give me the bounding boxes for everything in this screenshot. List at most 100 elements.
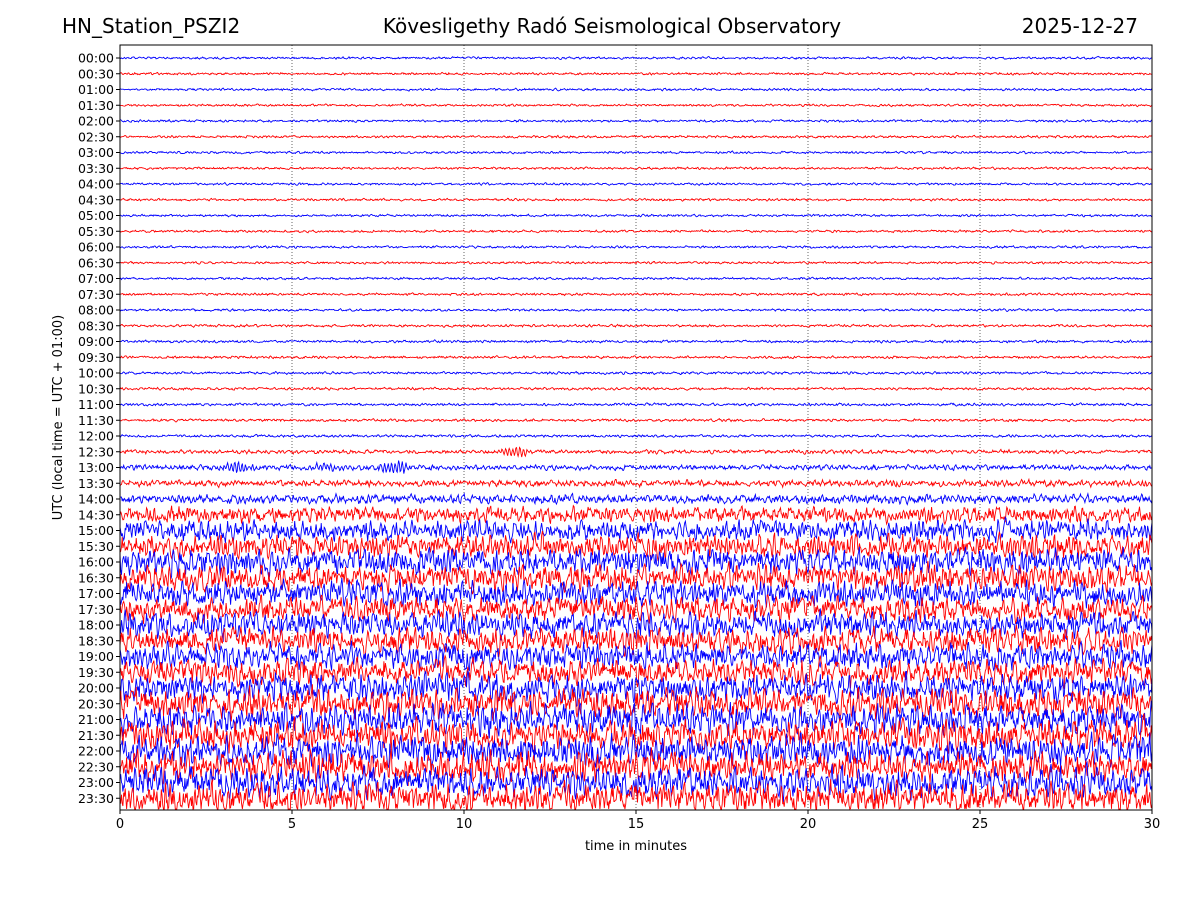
y-tick-label: 09:30: [78, 350, 114, 365]
trace-0600: [119, 244, 1153, 250]
trace-2100: [119, 700, 1153, 739]
trace-2130: [119, 713, 1153, 754]
trace-0130: [119, 103, 1153, 108]
trace-0100: [120, 87, 1153, 92]
trace-0400: [119, 181, 1153, 187]
trace-0300: [120, 150, 1153, 155]
trace-0500: [119, 213, 1153, 218]
y-tick-label: 21:00: [78, 712, 114, 727]
trace-1630: [119, 560, 1153, 595]
y-tick-label: 12:30: [78, 444, 114, 459]
y-tick-label: 21:30: [78, 728, 114, 743]
y-tick-label: 03:30: [78, 161, 114, 176]
x-tick-label: 10: [456, 817, 473, 832]
y-tick-label: 00:00: [78, 51, 114, 66]
date-title: 2025-12-27: [1021, 14, 1138, 38]
seismic-traces: [119, 55, 1153, 811]
y-tick-label: 07:00: [78, 271, 114, 286]
y-tick-label: 10:00: [78, 366, 114, 381]
trace-0900: [119, 339, 1153, 344]
trace-1930: [119, 654, 1153, 690]
y-tick-label: 18:30: [78, 633, 114, 648]
y-tick-label: 01:30: [78, 98, 114, 113]
trace-2000: [119, 670, 1153, 708]
trace-1200: [119, 433, 1153, 439]
trace-1730: [119, 593, 1153, 626]
trace-1700: [119, 577, 1153, 610]
x-axis-label: time in minutes: [585, 839, 687, 854]
y-tick-label: 13:00: [78, 460, 114, 475]
y-tick-label: 16:00: [78, 555, 114, 570]
y-tick-label: 22:30: [78, 759, 114, 774]
y-tick-label: 08:00: [78, 303, 114, 318]
y-tick-label: 04:30: [78, 192, 114, 207]
x-axis-ticks: 0 5 10 15 20 25 30: [116, 810, 1160, 832]
y-tick-label: 06:30: [78, 255, 114, 270]
x-tick-label: 5: [288, 817, 296, 832]
y-tick-label: 03:00: [78, 145, 114, 160]
trace-0700: [119, 276, 1153, 281]
trace-0630: [120, 260, 1153, 265]
trace-0730: [119, 292, 1153, 297]
trace-0030: [119, 71, 1152, 76]
y-tick-label: 15:30: [78, 539, 114, 554]
trace-0530: [119, 229, 1153, 234]
observatory-title: Kövesligethy Radó Seismological Observat…: [382, 14, 842, 38]
y-tick-label: 19:00: [78, 649, 114, 664]
trace-1030: [119, 386, 1153, 391]
y-tick-label: 20:00: [78, 681, 114, 696]
y-tick-label: 13:30: [78, 476, 114, 491]
y-tick-label: 15:00: [78, 523, 114, 538]
y-tick-label: 06:00: [78, 240, 114, 255]
x-tick-label: 30: [1144, 817, 1161, 832]
y-tick-label: 12:00: [78, 429, 114, 444]
trace-1300: [119, 460, 1153, 474]
y-tick-label: 14:00: [78, 492, 114, 507]
y-tick-label: 11:00: [78, 397, 114, 412]
y-tick-label: 04:00: [78, 177, 114, 192]
trace-1500: [119, 516, 1153, 544]
y-tick-label: 14:30: [78, 507, 114, 522]
trace-0930: [119, 354, 1153, 360]
trace-2330: [119, 778, 1153, 811]
trace-0200: [120, 118, 1153, 124]
y-tick-label: 09:00: [78, 334, 114, 349]
y-tick-label: 23:30: [78, 791, 114, 806]
trace-2300: [119, 760, 1153, 803]
y-tick-label: 18:00: [78, 618, 114, 633]
x-tick-label: 25: [972, 817, 989, 832]
y-tick-label: 10:30: [78, 381, 114, 396]
trace-0000: [119, 55, 1153, 60]
y-tick-label: 23:00: [78, 775, 114, 790]
y-tick-label: 08:30: [78, 318, 114, 333]
y-tick-label: 20:30: [78, 696, 114, 711]
y-tick-label: 05:30: [78, 224, 114, 239]
y-tick-label: 17:00: [78, 586, 114, 601]
trace-0230: [119, 134, 1153, 139]
y-tick-label: 17:30: [78, 602, 114, 617]
y-tick-label: 02:30: [78, 129, 114, 144]
y-tick-label: 11:30: [78, 413, 114, 428]
y-tick-label: 22:00: [78, 744, 114, 759]
x-tick-label: 20: [800, 817, 817, 832]
x-tick-label: 0: [116, 817, 124, 832]
trace-1900: [119, 640, 1153, 673]
trace-1130: [119, 417, 1153, 423]
y-tick-label: 19:30: [78, 665, 114, 680]
trace-0800: [119, 307, 1153, 313]
trace-1830: [119, 624, 1153, 658]
trace-1800: [119, 608, 1153, 642]
y-tick-label: 05:00: [78, 208, 114, 223]
station-title: HN_Station_PSZI2: [62, 14, 241, 38]
y-axis-label: UTC (local time = UTC + 01:00): [51, 315, 66, 520]
trace-1230: [119, 446, 1153, 458]
trace-1600: [119, 545, 1153, 580]
x-tick-label: 15: [628, 817, 645, 832]
trace-1100: [119, 402, 1153, 407]
trace-1430: [119, 504, 1153, 526]
y-tick-label: 00:30: [78, 66, 114, 81]
trace-0830: [119, 323, 1153, 328]
y-tick-label: 01:00: [78, 82, 114, 97]
